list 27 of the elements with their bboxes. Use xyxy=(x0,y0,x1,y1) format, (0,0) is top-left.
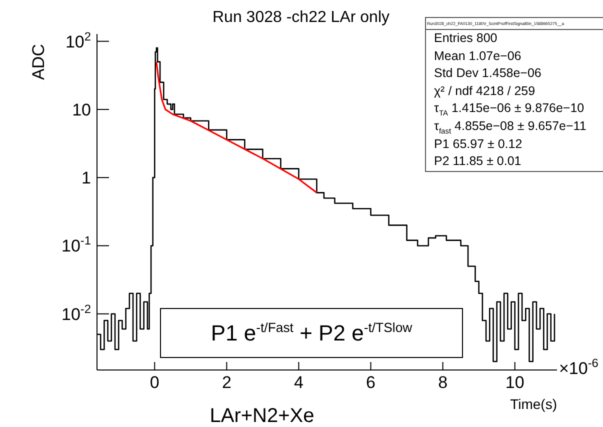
x-tick-label: 8 xyxy=(438,373,448,392)
annotation: Mean 1.07e−06 xyxy=(434,48,522,63)
x-tick-label: 6 xyxy=(366,373,376,392)
text: LAr+N2+Xe xyxy=(210,405,314,427)
line-series xyxy=(156,61,318,194)
y-tick-label: 10$^{-1}$ xyxy=(62,234,92,256)
annotation: P1 e$^{-t/Fast}$ + P2 e$^{-t/TSlow}$ xyxy=(210,320,412,346)
annotation: τ$_{fast}$ 4.855e−08 ± 9.657e−11 xyxy=(434,118,586,136)
annotation: χ² / ndf 4218 / 259 xyxy=(434,84,536,98)
x-tick-label: 10 xyxy=(505,373,524,392)
annotation: P1 65.97 ± 0.12 xyxy=(434,136,522,151)
y-tick-label: 10$^{2}$ xyxy=(65,29,92,52)
y-tick-label: 1 xyxy=(82,168,91,188)
x-tick-label: 4 xyxy=(294,373,304,392)
x-axis-title: Time(s) xyxy=(510,396,557,412)
chart-title: Run 3028 -ch22 LAr only xyxy=(212,9,390,26)
x-tick-label: 0 xyxy=(150,373,160,392)
y-tick-label: 10$^{-2}$ xyxy=(62,302,92,324)
y-axis-title: ADC xyxy=(29,44,48,80)
x-tick-label: 2 xyxy=(222,373,232,392)
annotation: P2 11.85 ± 0.01 xyxy=(434,154,522,168)
annotation: τ$_{TA}$ 1.415e−06 ± 9.876e−10 xyxy=(434,101,584,118)
annotation: Entries 800 xyxy=(434,31,498,45)
annotation: Std Dev 1.458e−06 xyxy=(434,66,542,80)
text: ×10$^{-6}$ xyxy=(559,356,599,378)
y-tick-label: 10 xyxy=(72,100,91,120)
formula-text-box: P1 e$^{-t/Fast}$ + P2 e$^{-t/TSlow}$ xyxy=(160,308,463,358)
